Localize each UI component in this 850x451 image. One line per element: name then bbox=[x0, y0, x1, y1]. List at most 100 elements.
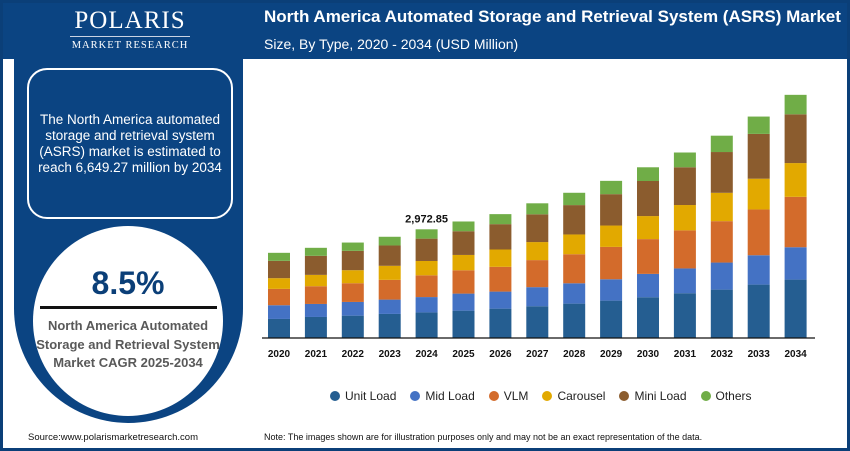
legend-label: Others bbox=[715, 389, 752, 403]
bar-vlm-2033 bbox=[747, 209, 770, 256]
bar-mid-load-2029 bbox=[600, 279, 623, 301]
x-tick-label: 2023 bbox=[379, 349, 402, 360]
bar-unit-load-2032 bbox=[710, 289, 733, 338]
bar-others-2020 bbox=[268, 252, 290, 261]
x-tick-label: 2024 bbox=[415, 349, 438, 360]
x-tick-label: 2029 bbox=[600, 349, 623, 360]
cagr-divider bbox=[40, 306, 217, 309]
bar-mid-load-2027 bbox=[526, 287, 549, 307]
bar-vlm-2024 bbox=[415, 275, 438, 298]
bar-others-2032 bbox=[710, 135, 733, 153]
x-tick-label: 2025 bbox=[452, 349, 475, 360]
bar-carousel-2023 bbox=[378, 265, 401, 280]
bar-mini-load-2029 bbox=[600, 194, 623, 226]
bar-mid-load-2030 bbox=[637, 273, 659, 298]
bar-mini-load-2022 bbox=[341, 250, 364, 271]
bar-unit-load-2021 bbox=[304, 316, 327, 338]
bar-carousel-2028 bbox=[563, 234, 586, 255]
bar-mini-load-2025 bbox=[452, 231, 475, 255]
bar-unit-load-2031 bbox=[673, 293, 696, 338]
bar-mid-load-2033 bbox=[747, 255, 770, 285]
bar-mid-load-2034 bbox=[784, 247, 807, 280]
x-tick-label: 2033 bbox=[748, 349, 771, 360]
legend-item: Mini Load bbox=[619, 389, 687, 403]
legend-item: Unit Load bbox=[330, 389, 396, 403]
bar-carousel-2024 bbox=[415, 260, 438, 276]
bar-unit-load-2028 bbox=[563, 303, 586, 338]
bar-others-2031 bbox=[673, 152, 696, 168]
bar-carousel-2020 bbox=[268, 278, 290, 289]
legend-label: Mini Load bbox=[634, 389, 687, 403]
bar-carousel-2022 bbox=[341, 270, 364, 284]
bar-others-2029 bbox=[600, 180, 623, 195]
legend-marker bbox=[619, 391, 630, 401]
bar-carousel-2034 bbox=[784, 163, 807, 197]
data-label: 2,972.85 bbox=[405, 213, 448, 225]
bar-vlm-2026 bbox=[489, 266, 512, 292]
bar-carousel-2021 bbox=[304, 274, 327, 287]
x-tick-label: 2034 bbox=[784, 349, 807, 360]
summary-box: The North America automated storage and … bbox=[27, 68, 233, 219]
legend-label: Carousel bbox=[557, 389, 606, 403]
bar-others-2030 bbox=[637, 167, 659, 181]
bar-carousel-2031 bbox=[673, 205, 696, 231]
bar-unit-load-2033 bbox=[747, 284, 770, 338]
bar-vlm-2021 bbox=[304, 286, 327, 304]
bar-others-2027 bbox=[526, 203, 549, 215]
legend-marker bbox=[330, 391, 340, 401]
bar-mini-load-2027 bbox=[526, 214, 549, 243]
bar-others-2033 bbox=[747, 116, 770, 134]
x-tick-label: 2031 bbox=[674, 349, 697, 360]
bar-carousel-2030 bbox=[637, 216, 659, 240]
bar-vlm-2029 bbox=[600, 246, 623, 280]
bar-others-2034 bbox=[784, 94, 807, 115]
legend-marker bbox=[542, 391, 553, 401]
summary-text: The North America automated storage and … bbox=[38, 111, 222, 175]
x-tick-label: 2028 bbox=[563, 349, 586, 360]
bar-mid-load-2031 bbox=[673, 268, 696, 294]
source-text: Source:www.polarismarketresearch.com bbox=[28, 432, 199, 443]
bar-unit-load-2022 bbox=[341, 315, 364, 338]
bar-mid-load-2026 bbox=[489, 291, 512, 309]
bar-mini-load-2023 bbox=[378, 245, 401, 266]
bar-vlm-2030 bbox=[637, 239, 659, 274]
note-text: Note: The images shown are for illustrat… bbox=[264, 432, 703, 442]
legend-marker bbox=[700, 391, 711, 401]
bar-others-2026 bbox=[489, 214, 512, 225]
legend-label: Unit Load bbox=[345, 389, 397, 403]
x-tick-label: 2026 bbox=[489, 349, 512, 360]
bar-unit-load-2029 bbox=[600, 300, 623, 338]
legend-item: Mid Load bbox=[410, 389, 475, 403]
bar-mini-load-2028 bbox=[563, 205, 586, 235]
bar-unit-load-2024 bbox=[415, 312, 438, 338]
bar-others-2023 bbox=[378, 236, 401, 246]
legend-marker bbox=[488, 391, 499, 401]
bar-carousel-2026 bbox=[489, 249, 512, 267]
bar-unit-load-2023 bbox=[378, 313, 401, 338]
legend-label: Mid Load bbox=[425, 389, 475, 403]
bar-unit-load-2025 bbox=[452, 310, 475, 338]
cagr-circle bbox=[33, 226, 223, 416]
bar-mini-load-2031 bbox=[673, 167, 696, 206]
bar-vlm-2022 bbox=[341, 283, 364, 302]
bar-carousel-2032 bbox=[710, 192, 733, 222]
bar-mid-load-2022 bbox=[341, 301, 364, 316]
cagr-label: North America Automated Storage and Retr… bbox=[36, 318, 220, 370]
bar-mid-load-2023 bbox=[378, 299, 401, 314]
bar-carousel-2033 bbox=[747, 178, 770, 210]
bar-vlm-2028 bbox=[563, 254, 586, 284]
chart-subtitle: Size, By Type, 2020 - 2034 (USD Million) bbox=[264, 36, 519, 52]
bar-mini-load-2032 bbox=[710, 152, 733, 193]
bar-others-2028 bbox=[563, 192, 586, 206]
legend-item: VLM bbox=[488, 389, 528, 403]
chart-title: North America Automated Storage and Retr… bbox=[264, 7, 841, 26]
bar-mini-load-2026 bbox=[489, 224, 512, 250]
bar-mini-load-2020 bbox=[268, 260, 290, 279]
bar-mid-load-2021 bbox=[304, 303, 327, 317]
cagr-value: 8.5% bbox=[91, 265, 165, 301]
bar-unit-load-2034 bbox=[784, 279, 807, 338]
x-tick-label: 2021 bbox=[305, 349, 328, 360]
bar-carousel-2025 bbox=[452, 254, 475, 271]
bar-mid-load-2028 bbox=[563, 283, 586, 304]
